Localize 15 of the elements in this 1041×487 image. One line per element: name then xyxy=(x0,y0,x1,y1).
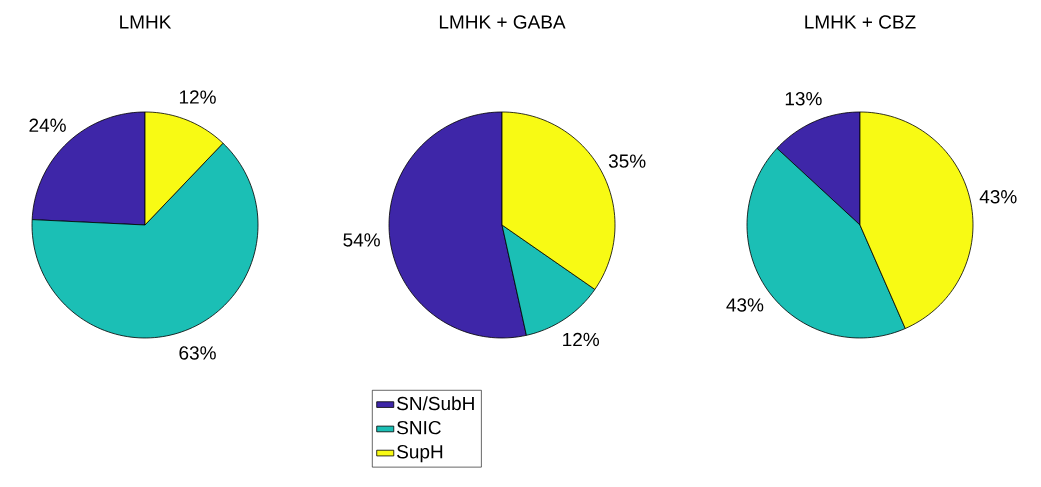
chart-title: LMHK + CBZ xyxy=(805,15,916,29)
data-label: 35% xyxy=(608,154,646,168)
chart-title: LMHK xyxy=(120,15,172,29)
data-label: 24% xyxy=(29,118,66,132)
data-label: 13% xyxy=(785,91,822,106)
data-label: 12% xyxy=(563,332,600,347)
legend-label: SupH xyxy=(397,445,443,463)
data-label: 43% xyxy=(726,298,764,312)
legend-label: SNIC xyxy=(397,420,441,435)
legend-label: SN/SubH xyxy=(397,396,474,411)
chart-title: LMHK + GABA xyxy=(439,15,566,29)
data-label: 63% xyxy=(179,346,216,360)
data-label: 12% xyxy=(179,90,216,104)
data-label: 54% xyxy=(343,233,380,247)
data-label: 43% xyxy=(979,190,1017,204)
